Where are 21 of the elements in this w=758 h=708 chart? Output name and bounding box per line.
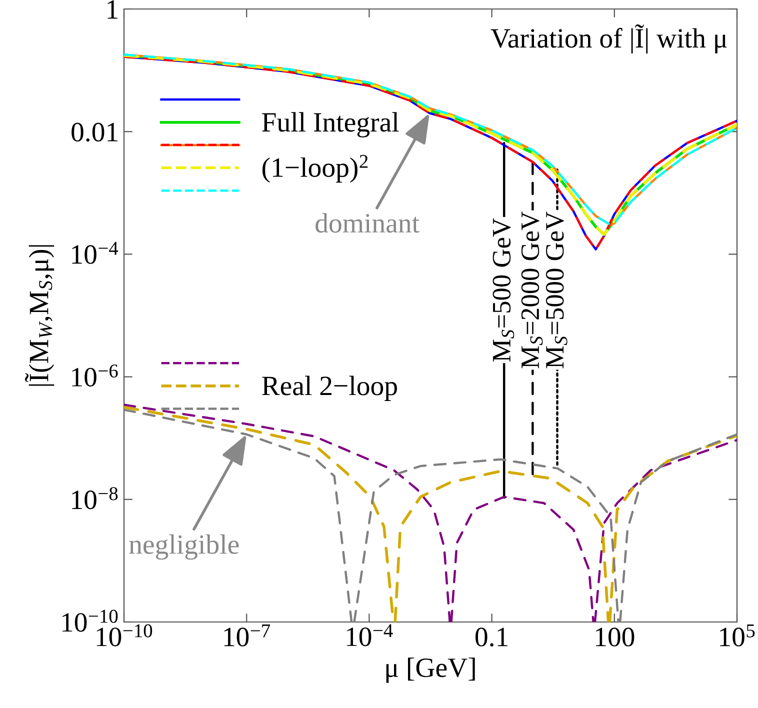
annotation: M$_{S}$=2000 GeV bbox=[521, 212, 543, 368]
text: Variation of |Ĩ| with μ bbox=[490, 24, 727, 54]
annotation: M$_{S}$=500 GeV bbox=[492, 218, 514, 362]
annotation: negligible bbox=[129, 534, 239, 560]
y-tick-label: 10$^{−4}$ bbox=[72, 242, 118, 264]
y-axis-title: |Ĩ(M$_{W}$,M$_{S}$,μ)| bbox=[24, 245, 54, 386]
legend-label: Real 2−loop bbox=[262, 376, 397, 401]
y-tick-label: 10$^{−6}$ bbox=[72, 364, 118, 387]
x-tick-label: 100 bbox=[596, 628, 634, 646]
legend-label: (1−loop)$^{2}$ bbox=[262, 154, 368, 183]
y-tick-label: 1 bbox=[108, 0, 118, 19]
annotation: dominant bbox=[316, 213, 420, 233]
x-tick-label: 10$^{5}$ bbox=[720, 624, 755, 646]
x-axis-title: μ [GeV] bbox=[386, 658, 475, 683]
y-tick-label: 10$^{−8}$ bbox=[72, 487, 118, 510]
x-tick-label: 10$^{−4}$ bbox=[346, 624, 393, 646]
y-tick-label: 0.01 bbox=[72, 122, 118, 142]
x-tick-label: 10$^{−7}$ bbox=[224, 624, 270, 646]
x-tick-label: 0.1 bbox=[476, 628, 508, 647]
annotation: M$_{S}$=5000 GeV bbox=[546, 212, 568, 368]
legend-label: Full Integral bbox=[262, 112, 399, 138]
